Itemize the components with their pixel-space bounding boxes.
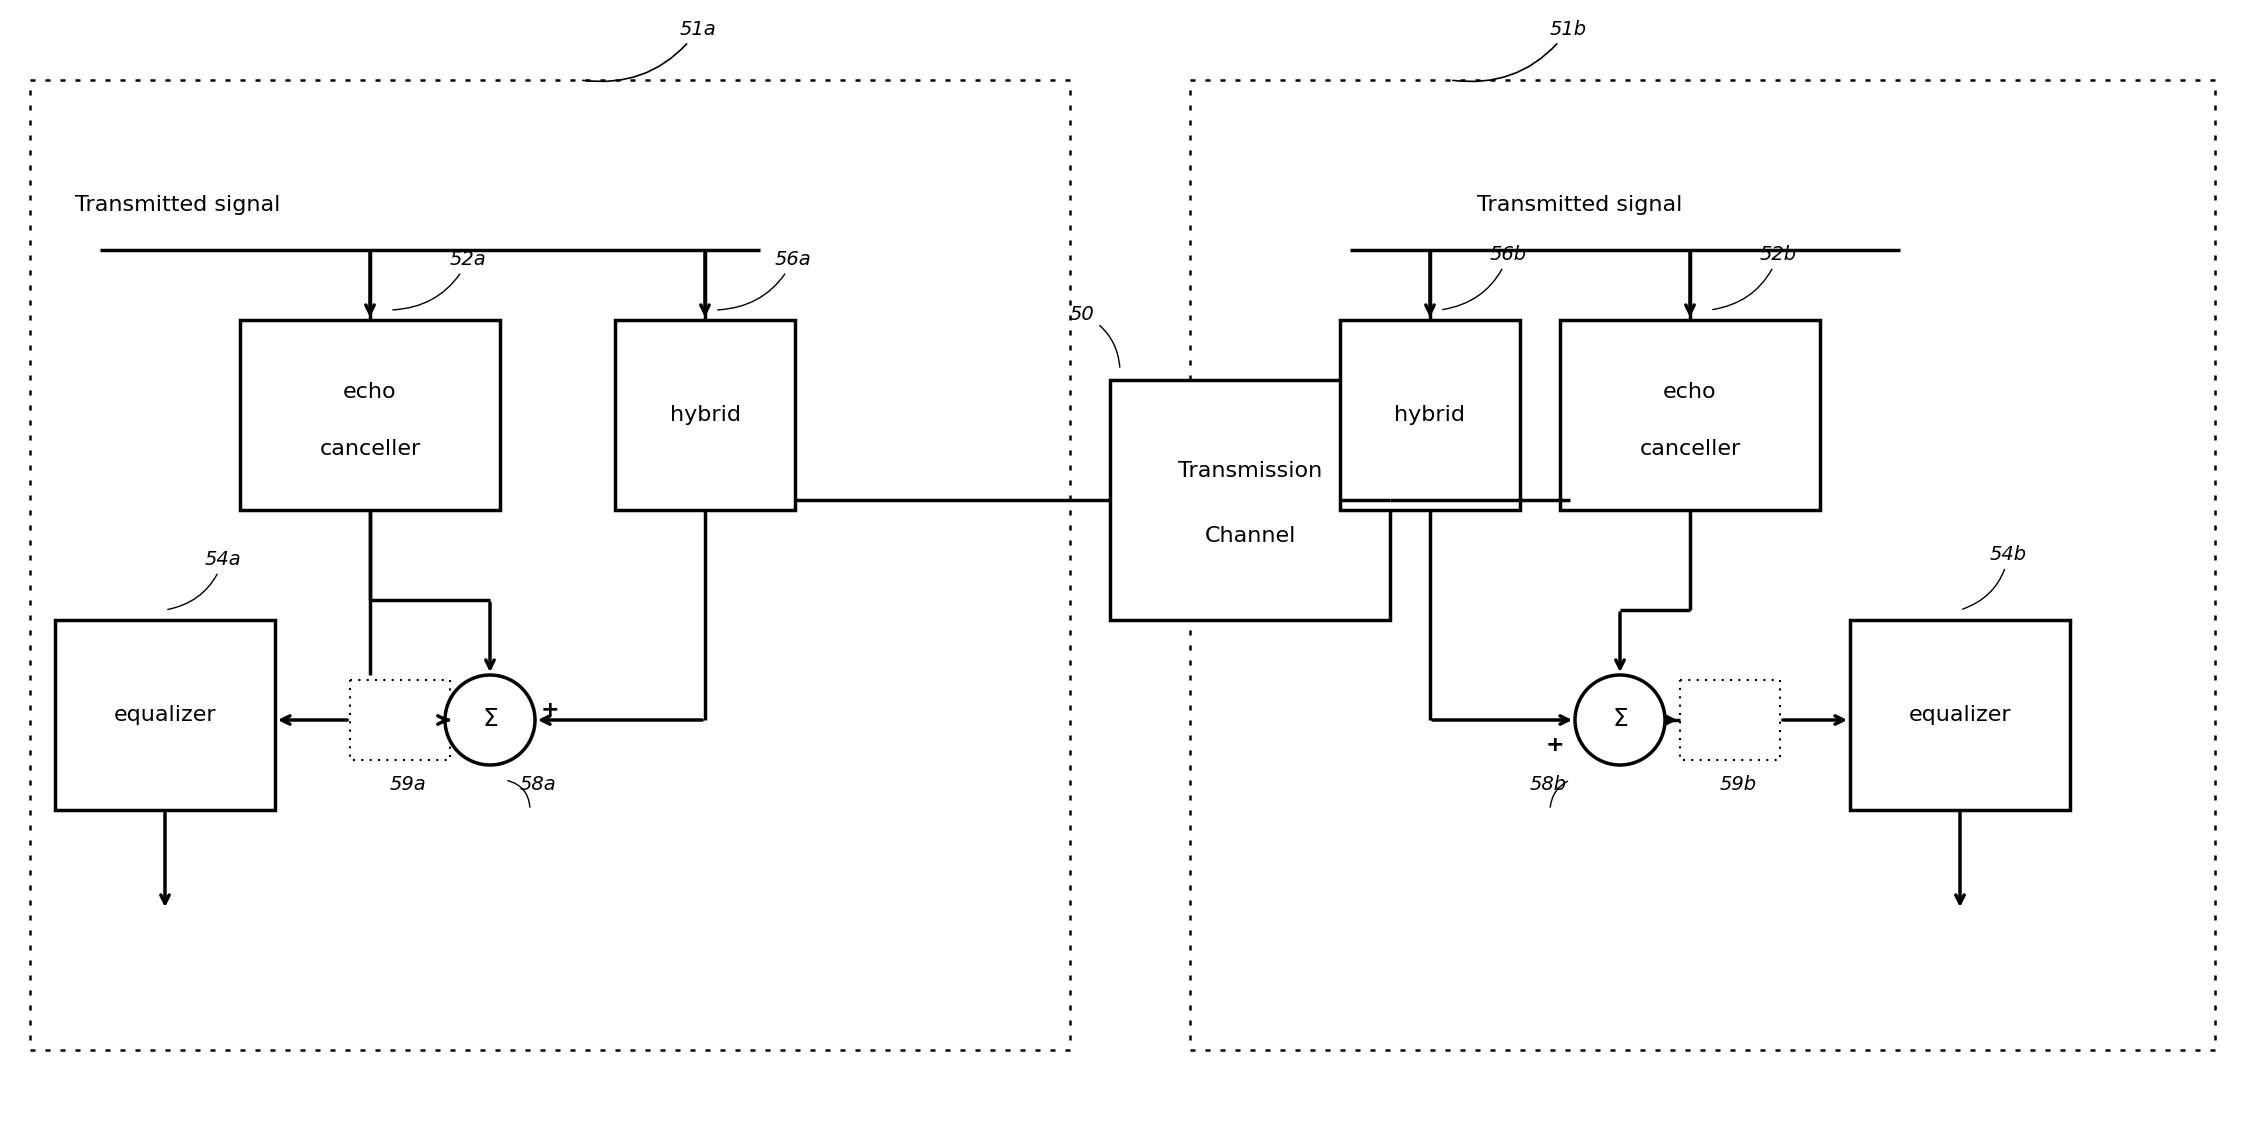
Text: equalizer: equalizer [115, 705, 216, 725]
Bar [1561, 320, 1819, 510]
Text: 58b: 58b [1530, 776, 1568, 794]
Text: 59a: 59a [391, 776, 427, 794]
Circle shape [1574, 676, 1664, 765]
Text: Transmitted signal: Transmitted signal [1478, 194, 1682, 215]
Bar [1110, 380, 1390, 620]
Text: 56b: 56b [1442, 245, 1527, 309]
Circle shape [445, 676, 535, 765]
Text: echo: echo [344, 382, 398, 402]
Bar [1341, 320, 1521, 510]
Text: 51a: 51a [582, 20, 716, 81]
Text: equalizer: equalizer [1909, 705, 2012, 725]
Text: hybrid: hybrid [669, 405, 741, 425]
Bar [350, 680, 449, 760]
Text: −: − [1606, 680, 1624, 700]
Text: $\Sigma$: $\Sigma$ [483, 708, 499, 732]
Text: $\Sigma$: $\Sigma$ [1613, 708, 1628, 732]
Text: echo: echo [1664, 382, 1716, 402]
Text: canceller: canceller [1640, 439, 1741, 460]
Text: 59b: 59b [1720, 776, 1756, 794]
Text: 54b: 54b [1963, 545, 2028, 609]
Text: 50: 50 [1069, 305, 1121, 368]
Bar [1851, 620, 2071, 810]
Text: +: + [1545, 735, 1563, 755]
Text: 56a: 56a [719, 250, 811, 310]
Bar [1190, 80, 2215, 1050]
Text: 51b: 51b [1453, 20, 1588, 82]
Text: Transmitted signal: Transmitted signal [74, 194, 281, 215]
Bar [29, 80, 1069, 1050]
Text: Channel: Channel [1204, 526, 1296, 546]
Text: 52b: 52b [1714, 245, 1797, 309]
Text: hybrid: hybrid [1395, 405, 1464, 425]
Text: −: − [476, 680, 494, 700]
Bar [615, 320, 795, 510]
Text: 54a: 54a [168, 550, 243, 609]
Bar [240, 320, 501, 510]
Text: +: + [541, 700, 559, 720]
Text: canceller: canceller [319, 439, 420, 460]
Bar [54, 620, 274, 810]
Bar [1680, 680, 1781, 760]
Text: Transmission: Transmission [1177, 461, 1323, 481]
Text: 52a: 52a [393, 250, 487, 310]
Text: 58a: 58a [521, 776, 557, 794]
